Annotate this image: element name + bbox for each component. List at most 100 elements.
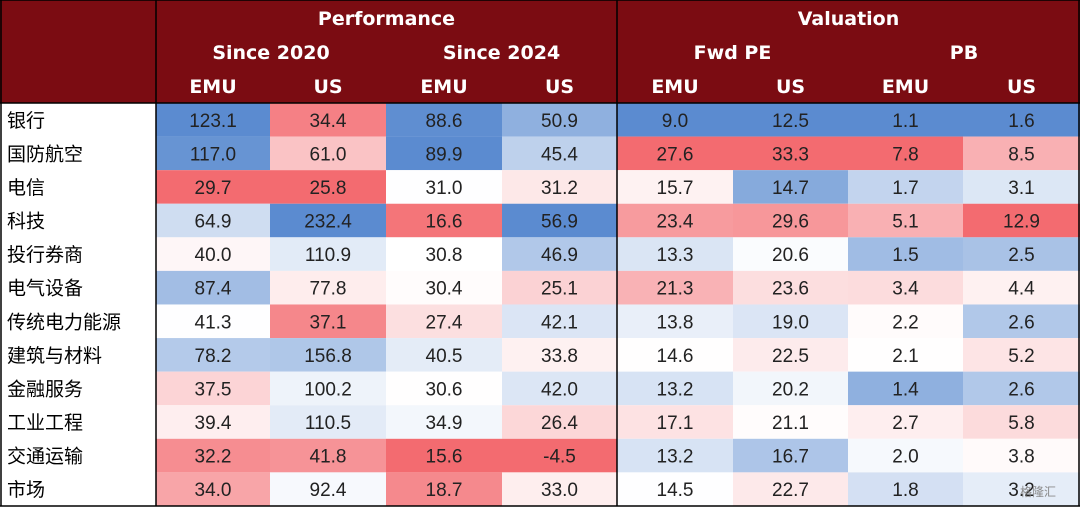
heatmap-cell xyxy=(386,270,502,305)
heatmap-cell xyxy=(733,136,848,171)
cell-value: 77.8 xyxy=(310,279,347,300)
heatmap-cell xyxy=(617,103,733,137)
cell-value: 30.8 xyxy=(426,245,463,266)
cell-value: 5.1 xyxy=(892,212,918,233)
cell-value: 89.9 xyxy=(426,144,463,165)
cell-value: 15.7 xyxy=(657,178,694,199)
row-label: 电信 xyxy=(7,177,45,199)
heatmap-cell xyxy=(963,203,1080,238)
heatmap-cell xyxy=(963,270,1080,305)
heatmap-cell xyxy=(386,438,502,473)
row-label: 科技 xyxy=(7,211,45,233)
cell-value: 1.7 xyxy=(892,178,918,199)
cell-value: 3.4 xyxy=(892,279,919,300)
heatmap-cell xyxy=(617,304,733,339)
cell-value: 14.5 xyxy=(657,480,694,501)
cell-value: 12.5 xyxy=(772,111,809,132)
cell-value: 33.0 xyxy=(541,480,578,501)
row-label: 市场 xyxy=(7,479,45,501)
cell-value: 56.9 xyxy=(541,212,578,233)
heatmap-cell xyxy=(386,338,502,372)
cell-value: 110.9 xyxy=(305,245,351,266)
column-header: US xyxy=(545,76,574,98)
cell-value: 4.4 xyxy=(1008,279,1035,300)
row-label: 金融服务 xyxy=(7,378,83,400)
heatmap-cell xyxy=(733,472,848,506)
heatmap-cell xyxy=(156,170,270,204)
cell-value: 2.6 xyxy=(1008,379,1034,400)
cell-value: 232.4 xyxy=(304,212,352,233)
cell-value: 46.9 xyxy=(541,245,578,266)
cell-value: 50.9 xyxy=(541,111,578,132)
heatmap-cell xyxy=(963,405,1080,439)
heatmap-cell xyxy=(963,136,1080,171)
heatmap-cell xyxy=(502,438,617,473)
row-label: 工业工程 xyxy=(7,412,83,434)
cell-value: 23.4 xyxy=(657,212,694,233)
column-header: EMU xyxy=(651,76,698,98)
heatmap-cell xyxy=(963,371,1080,406)
heatmap-cell xyxy=(502,237,617,271)
heatmap-cell xyxy=(848,136,963,171)
heatmap-cell xyxy=(848,270,963,305)
heatmap-cell xyxy=(386,170,502,204)
cell-value: 41.3 xyxy=(195,312,232,333)
cell-value: 78.2 xyxy=(195,346,232,367)
cell-value: 23.6 xyxy=(772,279,809,300)
heatmap-cell xyxy=(733,338,848,372)
cell-value: 5.2 xyxy=(1008,346,1034,367)
cell-value: 8.5 xyxy=(1008,144,1034,165)
cell-value: 1.8 xyxy=(892,480,918,501)
heatmap-cell xyxy=(386,405,502,439)
cell-value: 45.4 xyxy=(541,144,578,165)
column-header: EMU xyxy=(420,76,467,98)
heatmap-cell xyxy=(156,338,270,372)
heatmap-cell xyxy=(733,438,848,473)
cell-value: 156.8 xyxy=(304,346,352,367)
heatmap-cell xyxy=(270,103,386,137)
heatmap-cell xyxy=(502,371,617,406)
row-label: 建筑与材料 xyxy=(7,345,102,367)
row-label: 传统电力能源 xyxy=(7,311,121,333)
heatmap-cell xyxy=(156,270,270,305)
heatmap-cell xyxy=(502,170,617,204)
heatmap-cell xyxy=(617,472,733,506)
cell-value: 2.6 xyxy=(1008,312,1034,333)
heatmap-cell xyxy=(963,338,1080,372)
cell-value: 2.2 xyxy=(892,312,918,333)
cell-value: 32.2 xyxy=(195,447,232,468)
cell-layer: 123.1 34.4 88.6 50.9 9.0 12.5 1.1 1.6 117.0 61.0 8… xyxy=(156,103,1080,506)
heatmap-cell xyxy=(848,438,963,473)
heatmap-cell xyxy=(733,237,848,271)
column-header: US xyxy=(1007,76,1036,98)
cell-value: 37.1 xyxy=(310,312,347,333)
heatmap-cell xyxy=(617,371,733,406)
cell-value: 21.1 xyxy=(772,413,809,434)
cell-value: 2.1 xyxy=(892,346,918,367)
heatmap-cell xyxy=(386,371,502,406)
cell-value: 31.0 xyxy=(426,178,463,199)
heatmap-cell xyxy=(156,203,270,238)
heatmap-cell xyxy=(502,203,617,238)
cell-value: 1.6 xyxy=(1008,111,1034,132)
cell-value: -4.5 xyxy=(543,447,576,468)
row-label-header-blank xyxy=(0,0,156,103)
heatmap-cell xyxy=(617,405,733,439)
heatmap-cell xyxy=(963,103,1080,137)
column-header: EMU xyxy=(189,76,236,98)
cell-value: 1.1 xyxy=(892,111,918,132)
column-header: US xyxy=(776,76,805,98)
cell-value: 22.7 xyxy=(772,480,809,501)
cell-value: 29.6 xyxy=(772,212,809,233)
row-label: 国防航空 xyxy=(7,143,83,165)
heatmap-cell xyxy=(848,103,963,137)
cell-value: 33.3 xyxy=(772,144,809,165)
heatmap-cell xyxy=(733,103,848,137)
cell-value: 31.2 xyxy=(541,178,578,199)
cell-value: 22.5 xyxy=(772,346,809,367)
cell-value: 34.0 xyxy=(195,480,232,501)
heatmap-cell xyxy=(733,170,848,204)
heatmap-cell xyxy=(270,472,386,506)
heatmap-cell xyxy=(502,270,617,305)
